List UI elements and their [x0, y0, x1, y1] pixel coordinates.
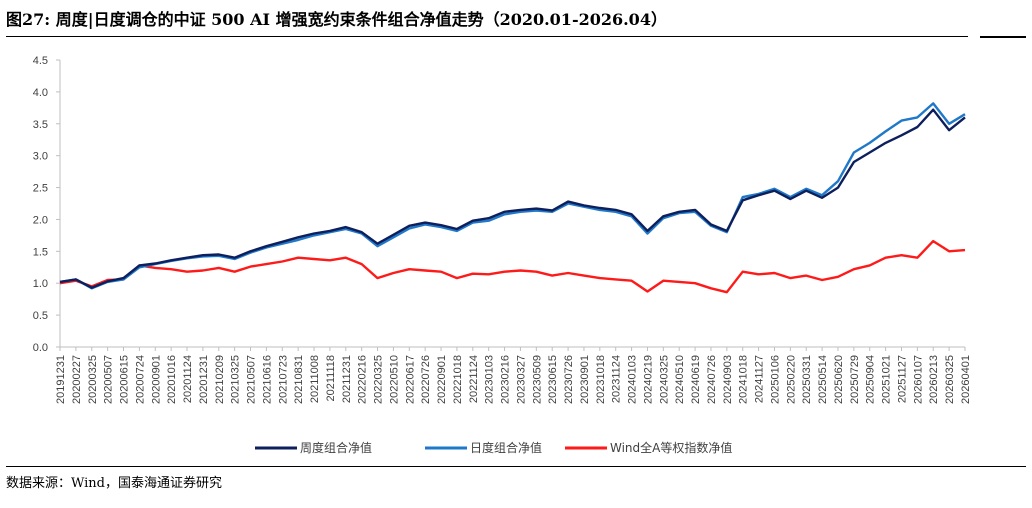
x-tick-label: 20250514: [817, 355, 829, 404]
series-line-2: [59, 239, 966, 294]
legend-label-0: 周度组合净值: [300, 440, 372, 455]
source-note: 数据来源：Wind，国泰海通证券研究: [6, 476, 222, 491]
x-tick-label: 20200615: [119, 355, 131, 404]
x-tick-label: 20230103: [484, 355, 496, 404]
x-tick-label: 20210723: [277, 355, 289, 404]
y-tick-label: 4.5: [33, 55, 48, 67]
x-tick-label: 20241127: [754, 355, 766, 403]
source-rule: [6, 466, 1026, 467]
y-tick-label: 4.0: [33, 87, 48, 99]
x-tick-label: 20211118: [325, 355, 337, 402]
line-chart: 0.00.51.01.52.02.53.03.54.04.5 20191231 2…: [33, 55, 972, 455]
y-axis: 0.0 0.5 1.0 1.5 2.0 2.5 3.0 3.5 4.0 4.5: [33, 55, 61, 354]
legend: 周度组合净值 日度组合净值 Wind全A等权指数净值: [255, 440, 732, 455]
y-tick-label: 0.5: [33, 310, 48, 322]
x-tick-label: 20220325: [373, 355, 385, 404]
x-tick-label: 20220617: [404, 355, 416, 404]
x-tick-label: 20230726: [563, 355, 575, 404]
y-tick-label: 3.0: [33, 151, 48, 163]
x-tick-label: 20250220: [785, 355, 797, 404]
x-tick-label: 20250729: [849, 355, 861, 404]
x-tick-label: 20230901: [579, 355, 591, 404]
series-lines: [59, 102, 966, 294]
figure-title: 图27: 周度|日度调仓的中证 500 AI 增强宽约束条件组合净值走势（202…: [6, 10, 667, 29]
y-tick-label: 3.5: [33, 119, 48, 131]
x-tick-label: 20240903: [722, 355, 734, 404]
x-tick-label: 20201124: [182, 355, 194, 403]
x-tick-label: 20211231: [341, 355, 353, 403]
x-tick-label: 20200325: [87, 355, 99, 404]
x-tick-label: 20241018: [738, 355, 750, 404]
x-tick-label: 20240103: [627, 355, 639, 404]
x-axis: 20191231 20200227 20200325 20200507 20200615…: [55, 346, 972, 404]
x-tick-label: 20201016: [166, 355, 178, 404]
x-tick-label: 20200901: [150, 355, 162, 404]
x-tick-label: 20200507: [103, 355, 115, 404]
x-tick-label: 20191231: [55, 355, 67, 404]
x-tick-label: 20240726: [706, 355, 718, 404]
x-tick-label: 20210507: [246, 355, 258, 404]
x-tick-label: 20201231: [198, 355, 210, 404]
x-tick-label: 20220901: [436, 355, 448, 404]
x-tick-label: 20230216: [500, 355, 512, 404]
x-tick-label: 20250620: [833, 355, 845, 404]
x-tick-label: 20210325: [230, 355, 242, 404]
x-tick-label: 20220510: [388, 355, 400, 404]
x-tick-label: 20260325: [944, 355, 956, 404]
x-tick-label: 20210616: [261, 355, 273, 404]
x-tick-label: 20210831: [293, 355, 305, 404]
x-tick-label: 20250106: [769, 355, 781, 404]
x-tick-label: 20220726: [420, 355, 432, 404]
x-tick-label: 20251021: [881, 355, 893, 404]
y-tick-label: 1.5: [33, 246, 48, 258]
x-tick-label: 20240325: [658, 355, 670, 404]
x-tick-label: 20260213: [928, 355, 940, 404]
x-tick-label: 20230509: [531, 355, 543, 404]
x-tick-label: 20260401: [960, 355, 972, 404]
x-tick-label: 20250331: [801, 355, 813, 404]
x-tick-label: 20230615: [547, 355, 559, 404]
x-tick-label: 20200724: [134, 355, 146, 404]
x-tick-label: 20221018: [452, 355, 464, 404]
legend-label-2: Wind全A等权指数净值: [610, 440, 732, 455]
x-tick-label: 20231124: [611, 355, 623, 403]
x-tick-label: 20210209: [214, 355, 226, 404]
x-tick-label: 20240619: [690, 355, 702, 404]
x-tick-label: 20240510: [674, 355, 686, 404]
x-tick-label: 20230327: [515, 355, 527, 404]
x-tick-label: 20250904: [865, 355, 877, 404]
series-line-1: [59, 102, 966, 290]
y-tick-label: 2.5: [33, 183, 48, 195]
x-tick-label: 20251127: [896, 355, 908, 403]
x-tick-label: 20240219: [642, 355, 654, 404]
x-tick-label: 20221124: [468, 355, 480, 403]
series-line-0: [59, 108, 966, 289]
title-rule: [6, 36, 968, 37]
y-tick-label: 2.0: [33, 214, 48, 226]
legend-label-1: 日度组合净值: [470, 440, 542, 455]
x-tick-label: 20211008: [309, 355, 321, 403]
title-rule-accent: [980, 36, 1026, 38]
y-tick-label: 0.0: [33, 342, 48, 354]
x-tick-label: 20260107: [912, 355, 924, 404]
x-tick-label: 20231018: [595, 355, 607, 404]
y-tick-label: 1.0: [33, 278, 48, 290]
x-tick-label: 20220216: [357, 355, 369, 404]
x-tick-label: 20200227: [71, 355, 83, 404]
